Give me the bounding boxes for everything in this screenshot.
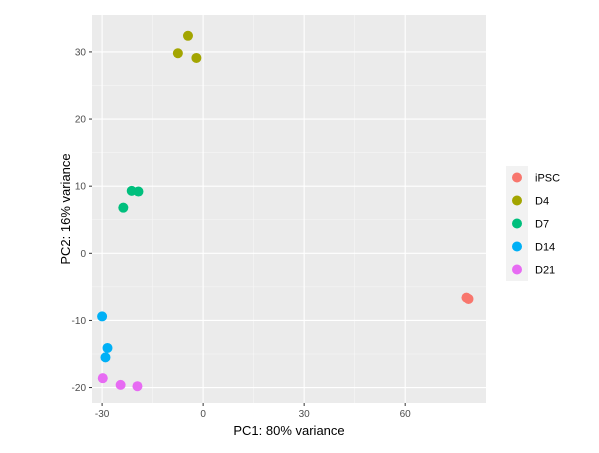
y-tick-label: 0 — [80, 249, 86, 260]
data-point-d7 — [118, 202, 129, 213]
legend-label-d4: D4 — [535, 196, 549, 208]
legend-key-ipsc — [512, 172, 522, 183]
data-points — [97, 30, 474, 392]
grid-minor-lines — [92, 15, 486, 403]
legend-label-ipsc: iPSC — [535, 173, 560, 185]
data-point-ipsc — [463, 293, 474, 304]
legend-key-d21 — [512, 264, 522, 275]
data-point-d4 — [191, 52, 202, 63]
plot-panel — [92, 15, 486, 403]
data-point-d4 — [182, 30, 193, 41]
data-point-d21 — [132, 381, 143, 392]
legend-key-d4 — [512, 195, 522, 206]
grid-major-lines — [92, 15, 486, 403]
legend-label-d21: D21 — [535, 265, 555, 277]
y-tick-label: 20 — [75, 115, 87, 126]
y-tick-label: 10 — [75, 182, 87, 193]
legend-label-d14: D14 — [535, 242, 555, 254]
y-axis-ticks: -20 -10 0 10 20 30 — [72, 47, 92, 394]
x-tick-label: -30 — [95, 409, 110, 420]
data-point-d14 — [97, 311, 108, 322]
x-axis-ticks: -30 0 30 60 — [95, 403, 411, 420]
x-tick-label: 60 — [400, 409, 412, 420]
y-tick-label: -20 — [72, 383, 87, 394]
data-point-d7 — [133, 186, 144, 197]
legend-key-d14 — [512, 241, 522, 252]
data-point-d21 — [97, 373, 108, 384]
legend-key-d7 — [512, 218, 522, 229]
data-point-d4 — [172, 48, 183, 59]
legend-label-d7: D7 — [535, 219, 549, 231]
x-axis-title: PC1: 80% variance — [233, 423, 344, 438]
data-point-d14 — [100, 352, 111, 363]
x-tick-label: 0 — [200, 409, 206, 420]
y-axis-title: PC2: 16% variance — [58, 153, 73, 264]
data-point-d14 — [102, 342, 113, 353]
y-tick-label: 30 — [75, 47, 87, 58]
x-tick-label: 30 — [299, 409, 311, 420]
legend: iPSC D4 D7 D14 D21 — [506, 166, 560, 281]
y-tick-label: -10 — [72, 316, 87, 327]
data-point-d21 — [115, 379, 126, 390]
